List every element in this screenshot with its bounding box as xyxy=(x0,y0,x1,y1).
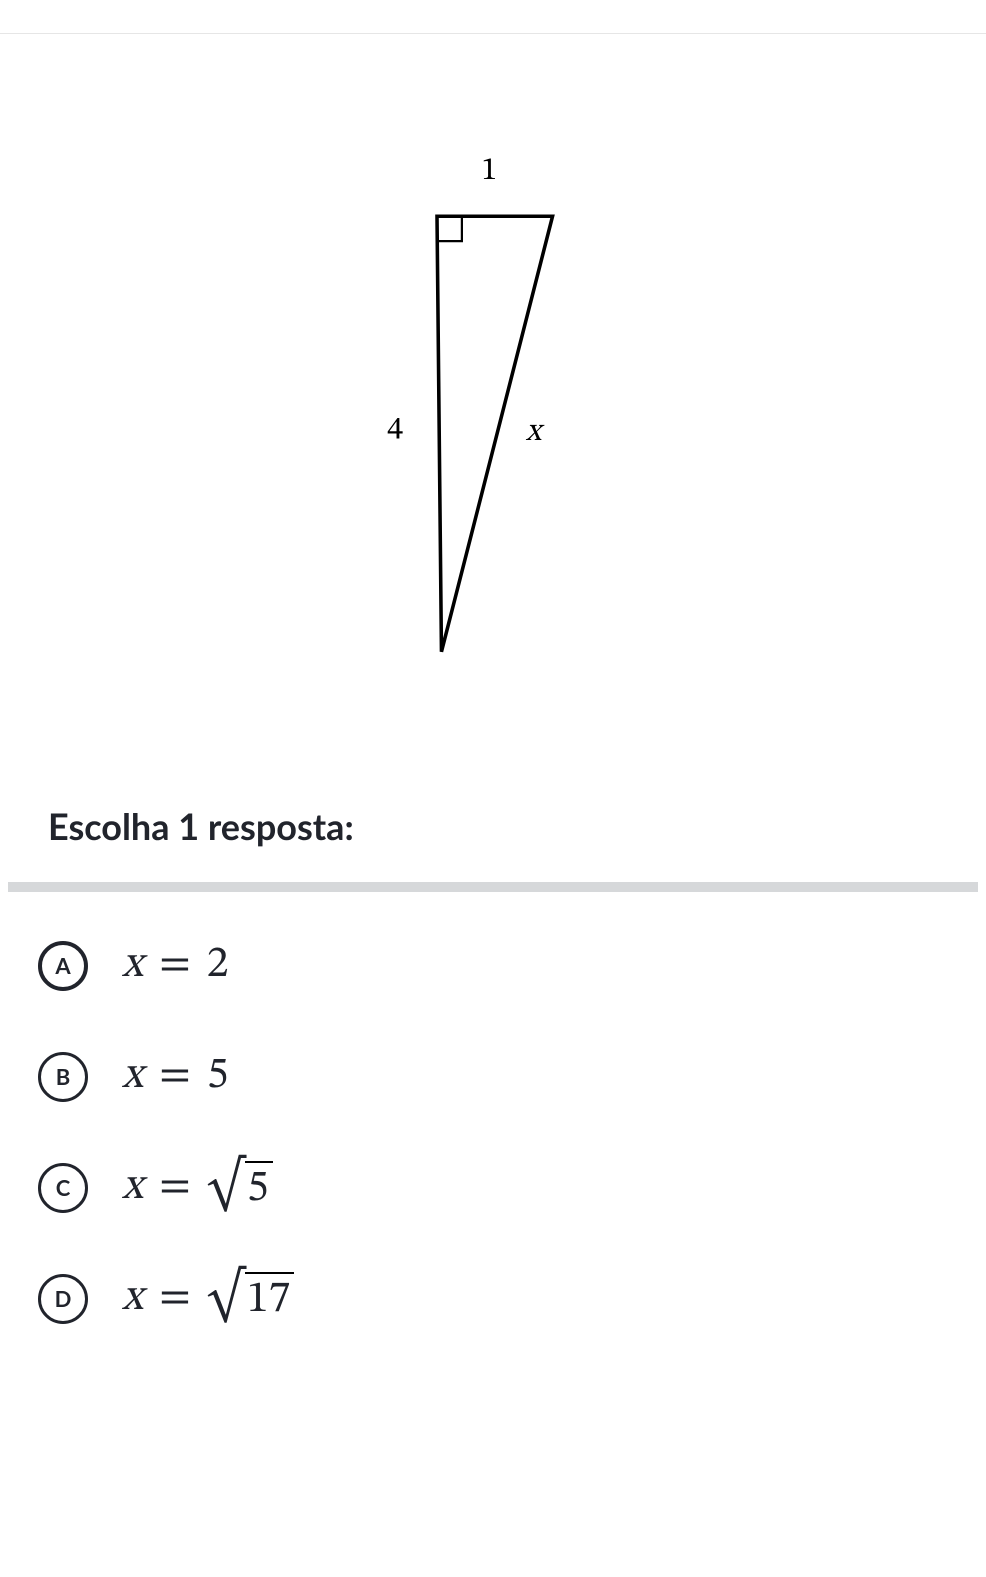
choice-c[interactable]: Cx=√5 xyxy=(38,1132,986,1243)
choice-expression-a: x=2 xyxy=(122,938,229,993)
choice-a[interactable]: Ax=2 xyxy=(38,910,986,1021)
choice-radio-c[interactable]: C xyxy=(38,1163,88,1213)
divider xyxy=(8,882,978,892)
triangle-svg: 1 4 x xyxy=(0,74,986,714)
sqrt-icon: √5 xyxy=(207,1161,273,1213)
choices-list: Ax=2Bx=5Cx=√5Dx=√17 xyxy=(0,892,986,1354)
choice-radio-b[interactable]: B xyxy=(38,1052,88,1102)
choice-b[interactable]: Bx=5 xyxy=(38,1021,986,1132)
prompt-text: Escolha 1 resposta: xyxy=(0,804,986,848)
choice-expression-c: x=√5 xyxy=(122,1160,273,1215)
sqrt-icon: √17 xyxy=(207,1272,295,1324)
choice-d[interactable]: Dx=√17 xyxy=(38,1243,986,1354)
choice-radio-a[interactable]: A xyxy=(38,941,88,991)
svg-text:1: 1 xyxy=(481,155,497,187)
triangle-figure: 1 4 x xyxy=(0,34,986,804)
svg-text:x: x xyxy=(525,416,545,448)
choice-radio-d[interactable]: D xyxy=(38,1274,88,1324)
choice-expression-d: x=√17 xyxy=(122,1271,294,1326)
choice-expression-b: x=5 xyxy=(122,1049,229,1104)
svg-text:4: 4 xyxy=(387,414,403,446)
